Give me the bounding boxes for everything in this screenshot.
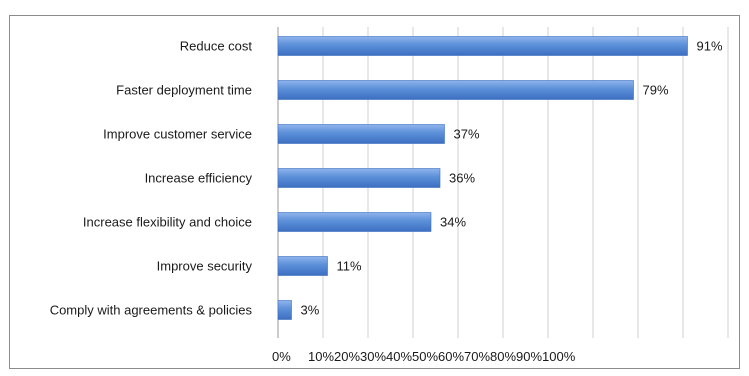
bars: [277, 36, 688, 320]
bar: [277, 300, 292, 320]
category-label: Comply with agreements & policies: [50, 303, 253, 318]
x-tick-label: 10%: [308, 349, 334, 364]
x-tick-label: 70%: [464, 349, 490, 364]
data-label: 36%: [449, 171, 475, 186]
bar: [277, 80, 634, 100]
bar: [277, 212, 432, 232]
x-tick-label: 90%: [516, 349, 542, 364]
gridlines: [277, 27, 729, 338]
data-labels: 91% 79% 37% 36% 34% 11% 3%: [301, 39, 723, 318]
data-label: 79%: [643, 83, 669, 98]
data-label: 11%: [337, 259, 362, 274]
x-axis-ticks: 0% 10% 20% 30% 40% 50% 60% 70% 80% 90% 100%: [272, 349, 576, 364]
bar: [277, 168, 441, 188]
x-tick-label: 20%: [334, 349, 360, 364]
chart-frame: [9, 15, 740, 369]
category-label: Increase efficiency: [145, 171, 253, 186]
bar: [277, 256, 328, 276]
data-label: 37%: [454, 127, 480, 142]
data-label: 3%: [301, 303, 320, 318]
category-labels: Reduce cost Faster deployment time Improve…: [50, 39, 253, 318]
x-tick-label: 40%: [386, 349, 412, 364]
x-tick-label: 0%: [272, 349, 291, 364]
x-tick-label: 80%: [490, 349, 516, 364]
category-label: Improve customer service: [103, 127, 252, 142]
data-label: 34%: [440, 215, 466, 230]
category-label: Faster deployment time: [116, 83, 252, 98]
data-label: 91%: [697, 39, 723, 54]
x-tick-label: 30%: [360, 349, 386, 364]
category-label: Reduce cost: [180, 39, 253, 54]
x-tick-label: 100%: [542, 349, 576, 364]
bar: [277, 36, 688, 56]
category-label: Improve security: [157, 259, 253, 274]
x-tick-label: 60%: [438, 349, 464, 364]
category-label: Increase flexibility and choice: [83, 215, 252, 230]
bar: [277, 124, 445, 144]
x-tick-label: 50%: [412, 349, 438, 364]
